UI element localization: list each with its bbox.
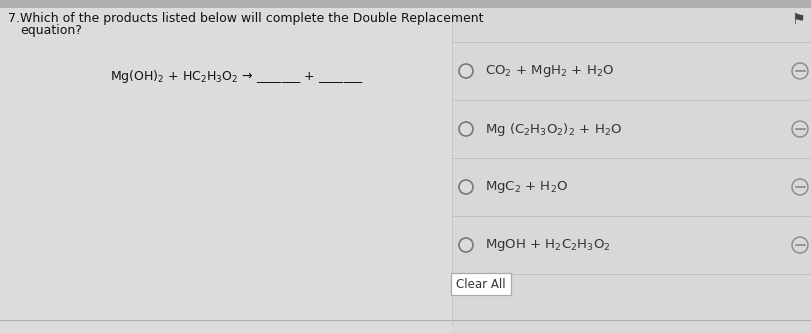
Circle shape — [459, 180, 473, 194]
Text: 7.: 7. — [8, 12, 20, 25]
Text: Which of the products listed below will complete the Double Replacement: Which of the products listed below will … — [20, 12, 483, 25]
FancyBboxPatch shape — [451, 273, 511, 295]
Text: Mg (C$_2$H$_3$O$_2$)$_2$ + H$_2$O: Mg (C$_2$H$_3$O$_2$)$_2$ + H$_2$O — [485, 121, 622, 138]
Text: Clear All: Clear All — [456, 277, 506, 290]
Bar — [0, 0, 811, 8]
Text: CO$_2$ + MgH$_2$ + H$_2$O: CO$_2$ + MgH$_2$ + H$_2$O — [485, 63, 615, 79]
Circle shape — [792, 63, 808, 79]
Circle shape — [792, 237, 808, 253]
Text: MgOH + H$_2$C$_2$H$_3$O$_2$: MgOH + H$_2$C$_2$H$_3$O$_2$ — [485, 237, 611, 253]
Circle shape — [459, 238, 473, 252]
Text: equation?: equation? — [20, 24, 82, 37]
Circle shape — [459, 64, 473, 78]
Circle shape — [459, 122, 473, 136]
Circle shape — [792, 179, 808, 195]
Text: Mg(OH)$_2$ + HC$_2$H$_3$O$_2$ → _______ + _______: Mg(OH)$_2$ + HC$_2$H$_3$O$_2$ → _______ … — [110, 68, 364, 85]
Bar — [452, 8, 811, 333]
Text: ⚑: ⚑ — [791, 12, 805, 27]
Text: MgC$_2$ + H$_2$O: MgC$_2$ + H$_2$O — [485, 179, 568, 195]
Circle shape — [792, 121, 808, 137]
